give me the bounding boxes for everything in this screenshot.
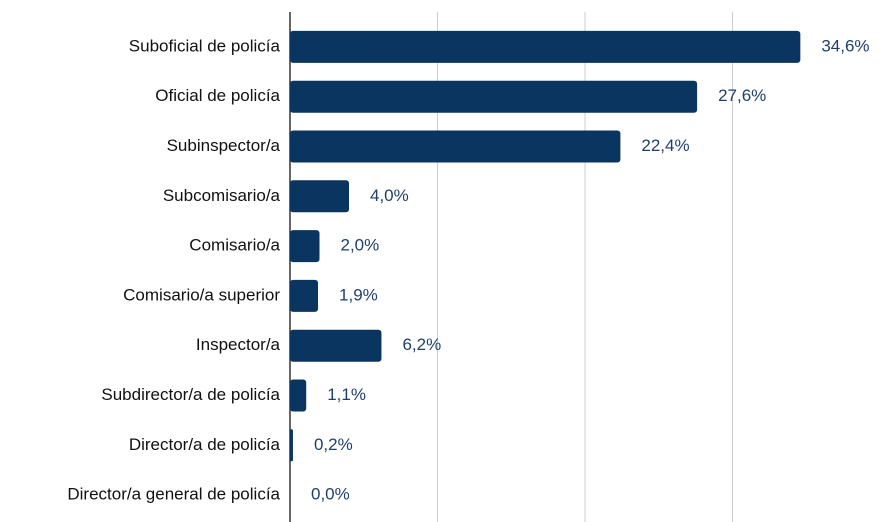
value-label: 1,1% <box>327 385 366 404</box>
y-tick-label: Comisario/a superior <box>123 285 280 304</box>
y-tick-label: Director/a de policía <box>129 435 281 454</box>
y-tick-label: Suboficial de policía <box>129 36 281 55</box>
bar <box>290 279 319 312</box>
bar <box>290 329 382 362</box>
bar <box>290 30 801 63</box>
value-label: 1,9% <box>339 285 378 304</box>
value-label: 22,4% <box>641 136 689 155</box>
bar <box>290 230 320 263</box>
value-label: 27,6% <box>718 86 766 105</box>
y-tick-label: Subcomisario/a <box>163 186 281 205</box>
y-tick-label: Subinspector/a <box>167 136 281 155</box>
y-tick-label: Oficial de policía <box>155 86 280 105</box>
bar <box>290 180 349 213</box>
y-tick-label: Comisario/a <box>189 236 280 255</box>
value-label: 4,0% <box>370 186 409 205</box>
y-tick-label: Director/a general de policía <box>67 485 280 504</box>
value-label: 0,0% <box>311 485 350 504</box>
value-label: 2,0% <box>341 236 380 255</box>
value-label: 0,2% <box>314 435 353 454</box>
bar <box>290 429 293 462</box>
bar <box>290 379 307 412</box>
bar <box>290 130 621 163</box>
y-tick-label: Inspector/a <box>196 335 281 354</box>
y-tick-label: Subdirector/a de policía <box>101 385 280 404</box>
bar <box>290 80 698 113</box>
value-label: 6,2% <box>402 335 441 354</box>
value-label: 34,6% <box>821 36 869 55</box>
